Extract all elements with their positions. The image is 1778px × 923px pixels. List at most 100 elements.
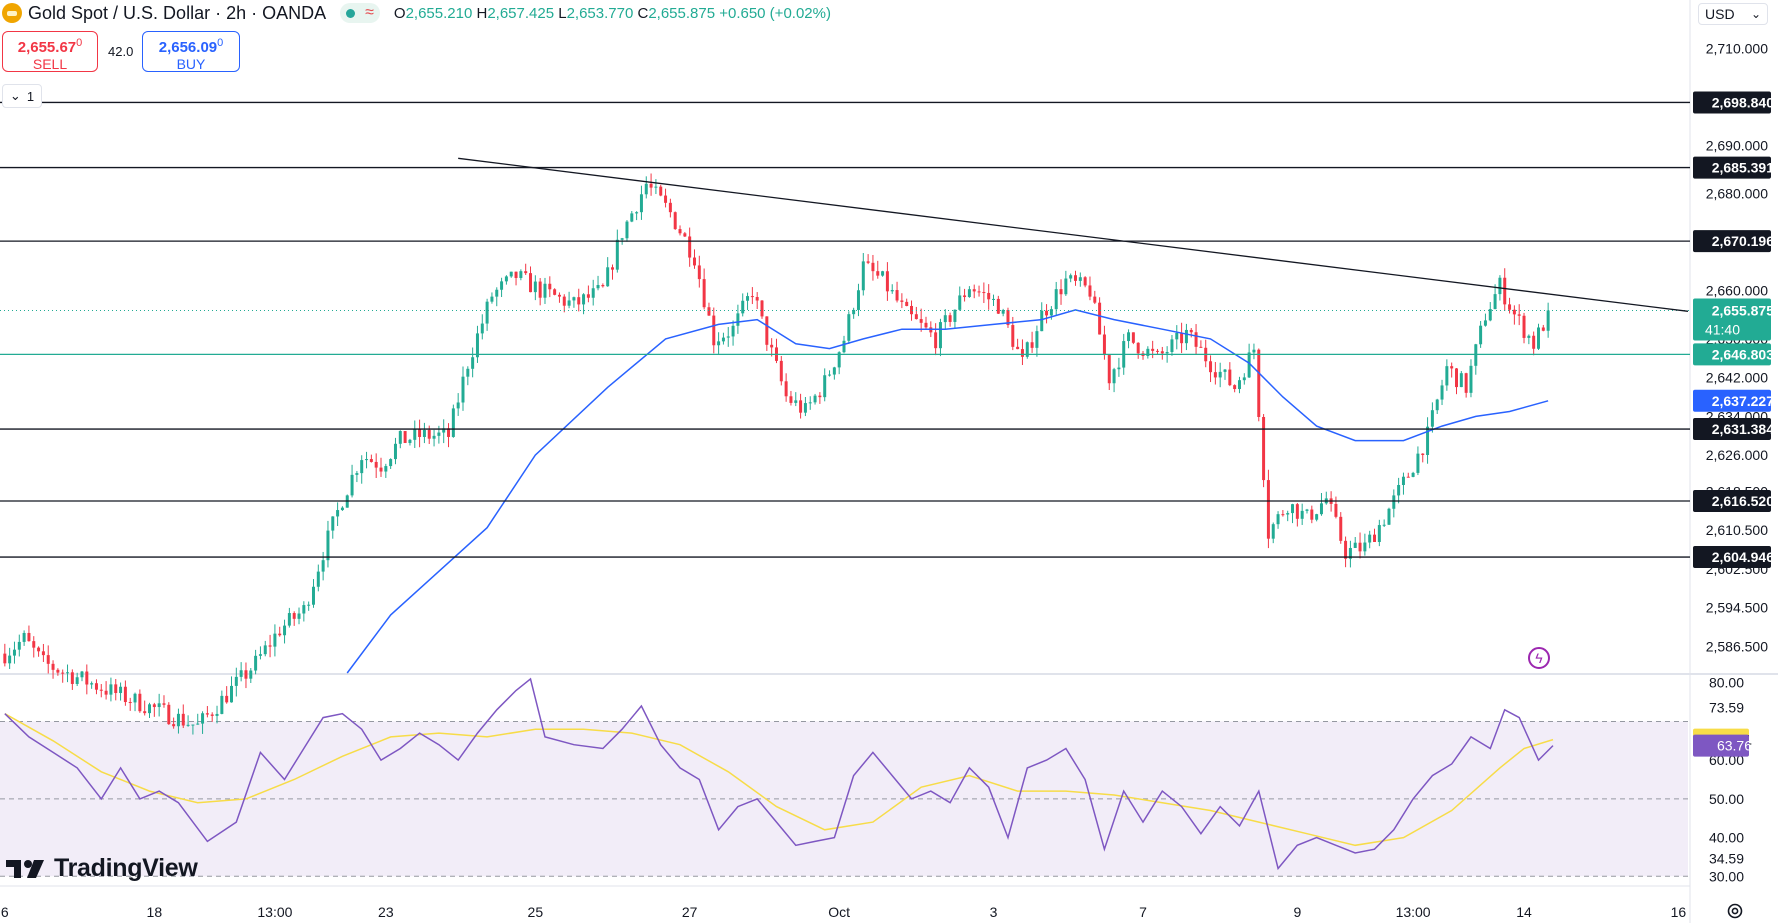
candle-body	[1479, 325, 1483, 345]
candle	[1228, 362, 1232, 387]
candle	[553, 288, 557, 296]
candle	[210, 712, 214, 722]
candle	[630, 210, 634, 223]
candle-body	[1363, 542, 1367, 552]
candle-body	[186, 724, 190, 726]
candle	[461, 366, 465, 411]
candle	[99, 684, 103, 698]
candle	[1247, 343, 1251, 378]
candle	[1348, 540, 1352, 568]
candle	[746, 292, 750, 310]
candle	[1262, 414, 1266, 488]
candle	[1339, 512, 1343, 544]
chart-header: Gold Spot / U.S. Dollar · 2h · OANDA ≈ O…	[0, 0, 831, 26]
candle-body	[644, 183, 648, 195]
candle-body	[794, 400, 798, 403]
candle	[726, 327, 730, 347]
time-tick-label: 16	[1671, 904, 1687, 920]
candle-body	[500, 281, 504, 290]
candle	[659, 184, 663, 197]
candle-body	[17, 641, 21, 650]
candle-body	[688, 236, 692, 258]
rsi-tick-label: 40.00	[1709, 830, 1744, 846]
candle-body	[157, 703, 161, 708]
candle	[215, 705, 219, 724]
candle-body	[1469, 365, 1473, 393]
collapse-indicators-button[interactable]: ⌄ 1	[2, 84, 42, 108]
candle	[61, 669, 65, 683]
candle-body	[1455, 368, 1458, 388]
candle-body	[1078, 277, 1082, 281]
symbol-title[interactable]: Gold Spot / U.S. Dollar · 2h · OANDA	[28, 2, 327, 23]
candle-body	[1098, 302, 1102, 335]
candle-body	[755, 297, 759, 301]
candle	[977, 285, 981, 297]
candle-body	[1069, 275, 1073, 279]
candle-body	[326, 530, 330, 561]
time-tick-label: 3	[990, 904, 998, 920]
candle-body	[1411, 472, 1415, 477]
candle	[731, 320, 735, 346]
candle-body	[553, 289, 557, 295]
candle-body	[514, 271, 518, 278]
candle-body	[938, 322, 942, 349]
candle-body	[1252, 349, 1256, 353]
candle-body	[75, 677, 79, 684]
candle-body	[1401, 476, 1405, 486]
candle	[1001, 308, 1005, 317]
svg-text:41:40: 41:40	[1705, 321, 1740, 337]
market-status-pill[interactable]: ≈	[340, 3, 380, 23]
candle	[784, 373, 788, 402]
candle-body	[249, 670, 253, 679]
lightning-icon[interactable]: ϟ	[1528, 647, 1550, 669]
sell-button[interactable]: 2,655.670 SELL	[2, 31, 98, 72]
candle	[881, 270, 885, 277]
candle-body	[254, 655, 258, 671]
candle	[321, 551, 325, 581]
candle	[22, 630, 26, 646]
candle	[278, 626, 282, 637]
candle-body	[451, 408, 455, 437]
candle-body	[861, 261, 865, 291]
candle-body	[557, 294, 561, 297]
candle-body	[789, 396, 793, 403]
time-tick-label: 6	[1, 904, 9, 920]
candle	[1406, 472, 1410, 478]
rsi-value-tag: 63.76	[1693, 734, 1752, 757]
candle	[736, 304, 740, 334]
candle	[688, 227, 692, 267]
candle-body	[1266, 480, 1270, 539]
candle	[813, 393, 817, 405]
candle-body	[1001, 310, 1005, 314]
settings-gear-icon[interactable]	[1726, 902, 1744, 920]
candle	[567, 291, 571, 309]
candle	[586, 285, 590, 303]
candle-body	[1281, 514, 1285, 516]
candle	[157, 693, 161, 717]
buy-button[interactable]: 2,656.090 BUY	[142, 31, 240, 72]
candle	[1532, 331, 1536, 356]
candle-body	[721, 337, 725, 342]
candle	[326, 520, 330, 568]
candle-body	[176, 713, 180, 727]
candle-body	[205, 713, 209, 715]
candle-body	[659, 186, 663, 196]
candle-body	[85, 671, 89, 685]
candle-body	[1319, 503, 1323, 515]
candle-body	[119, 686, 123, 694]
candle	[495, 287, 499, 307]
candle	[1493, 284, 1497, 310]
candle-body	[244, 670, 248, 679]
candle-body	[1488, 309, 1492, 321]
candle	[27, 625, 31, 642]
ohlc-readout: O2,655.210 H2,657.425 L2,653.770 C2,655.…	[393, 4, 831, 22]
currency-selector[interactable]: USD ⌄	[1698, 3, 1768, 25]
candle-body	[1025, 342, 1029, 357]
candle	[490, 292, 494, 304]
tradingview-mark-icon	[6, 859, 44, 878]
time-tick-label: 25	[528, 904, 544, 920]
chevron-down-icon: ⌄	[9, 88, 21, 103]
candle-body	[847, 314, 851, 341]
candle	[234, 667, 238, 697]
